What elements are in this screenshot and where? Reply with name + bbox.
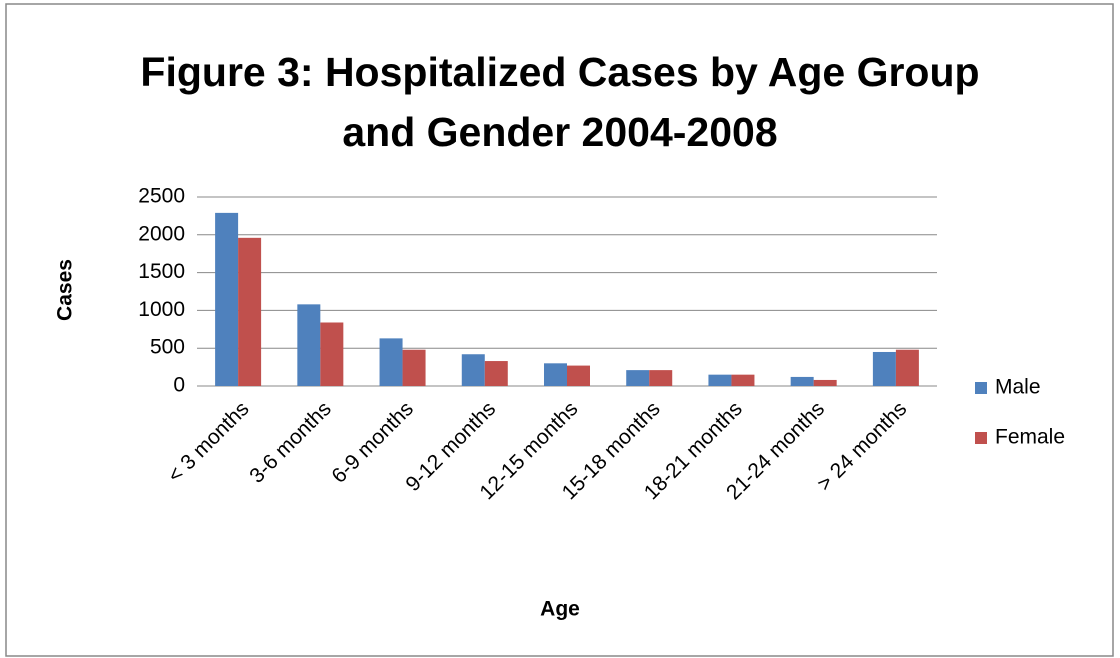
y-tick-label: 2500 xyxy=(138,185,185,208)
bar xyxy=(379,338,403,386)
bar xyxy=(215,212,239,386)
bar xyxy=(402,349,426,386)
x-tick-label: < 3 months xyxy=(163,397,253,487)
y-tick-label: 2000 xyxy=(138,222,185,245)
x-tick-label: 3-6 months xyxy=(245,397,336,488)
x-axis-label: Age xyxy=(540,598,580,621)
chart-title: Figure 3: Hospitalized Cases by Age Grou… xyxy=(140,49,980,155)
bar xyxy=(544,363,567,386)
x-tick-label: 6-9 months xyxy=(327,397,418,488)
bar xyxy=(731,374,755,386)
bar xyxy=(567,365,590,386)
bar xyxy=(649,370,673,386)
bar xyxy=(461,354,485,386)
y-tick-label: 0 xyxy=(173,374,185,397)
legend-swatch xyxy=(975,382,987,394)
x-tick-label: > 24 months xyxy=(813,397,911,495)
bar xyxy=(238,237,262,386)
bar xyxy=(320,322,344,386)
bar xyxy=(895,349,919,386)
bar xyxy=(790,376,814,386)
y-tick-label: 1500 xyxy=(138,260,185,283)
chart-border xyxy=(5,3,1114,657)
y-tick-label: 1000 xyxy=(138,298,185,321)
bar xyxy=(626,370,650,386)
y-axis-label: Cases xyxy=(54,259,77,321)
y-tick-label: 500 xyxy=(150,336,185,359)
bar xyxy=(297,304,321,386)
bar xyxy=(484,361,508,386)
legend-label: Male xyxy=(995,376,1041,399)
bar xyxy=(813,379,837,386)
legend-swatch xyxy=(975,432,987,444)
legend-label: Female xyxy=(995,426,1065,449)
bar xyxy=(708,374,732,386)
bar xyxy=(872,351,896,386)
